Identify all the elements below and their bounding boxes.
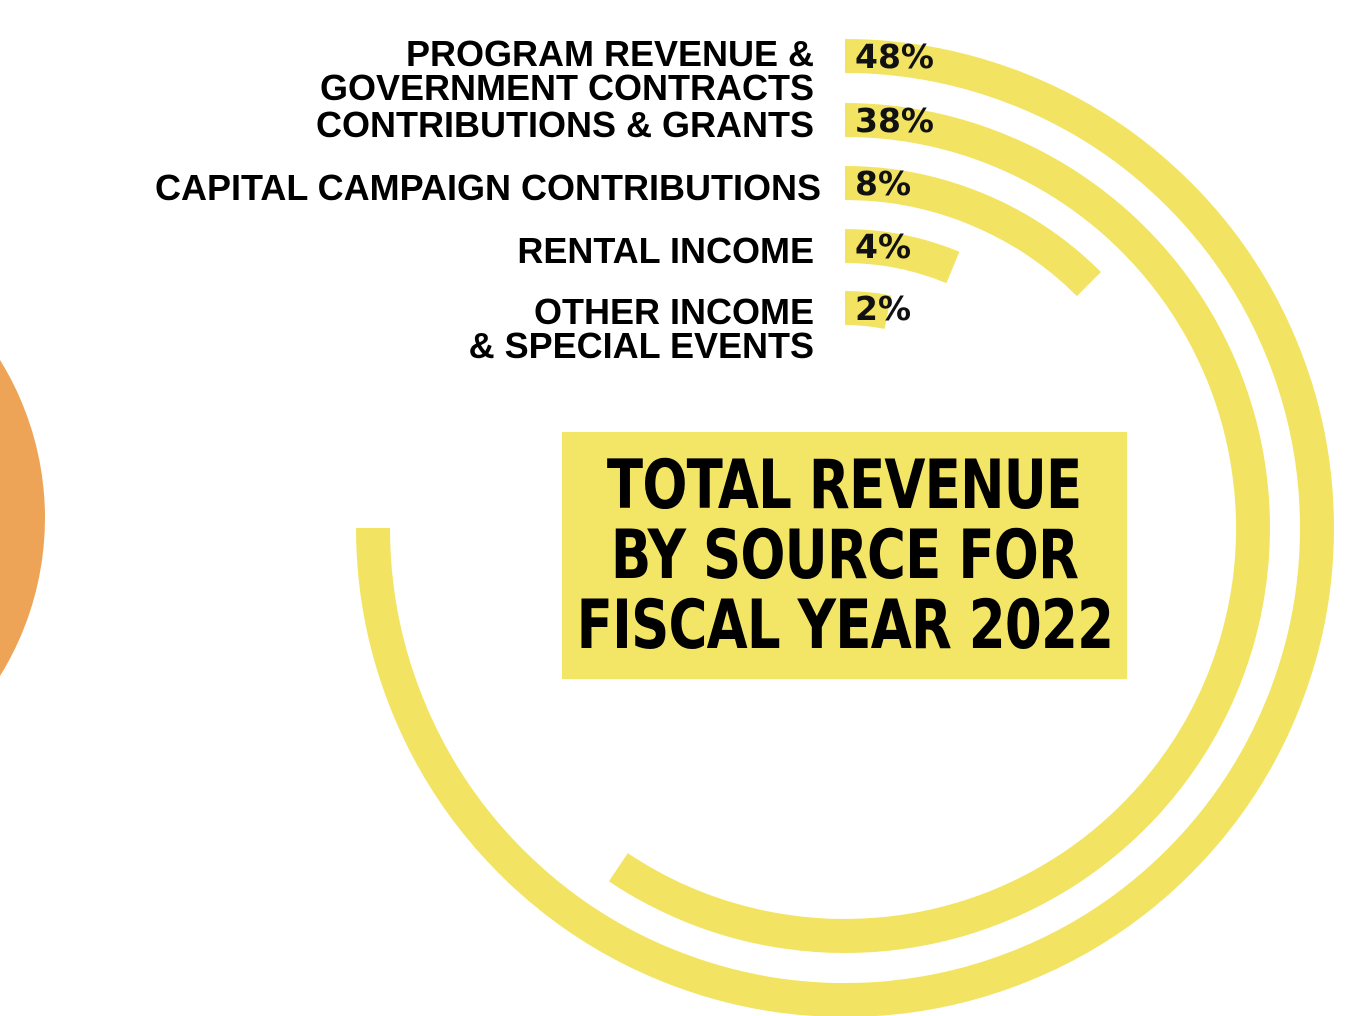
decorative-circle [0,360,45,676]
arc-value-label: 2% [855,289,911,328]
arc-value-label: 4% [855,227,911,266]
arc-category-label: RENTAL INCOME [517,230,814,271]
arc-category-label: CONTRIBUTIONS & GRANTS [316,104,814,145]
arc-value-label: 8% [855,164,911,203]
revenue-arc-bar [844,229,960,284]
arc-value-label: 48% [855,37,934,76]
chart-title-line-1: TOTAL REVENUE [607,445,1082,525]
arc-value-label: 38% [855,101,934,140]
arc-category-label: CAPITAL CAMPAIGN CONTRIBUTIONS [155,167,821,208]
arc-category-label: OTHER INCOME & SPECIAL EVENTS [469,291,814,366]
chart-title-line-2: BY SOURCE FOR [610,515,1079,595]
chart-title-line-3: FISCAL YEAR 2022 [576,585,1113,665]
revenue-arc-bar [844,291,892,329]
arc-category-label: PROGRAM REVENUE & GOVERNMENT CONTRACTS [320,33,814,108]
revenue-arc-bar [608,103,1270,953]
chart-title-box: TOTAL REVENUE BY SOURCE FOR FISCAL YEAR … [562,432,1127,679]
revenue-arc-bar [844,166,1101,297]
revenue-arc-bar [356,39,1334,1016]
